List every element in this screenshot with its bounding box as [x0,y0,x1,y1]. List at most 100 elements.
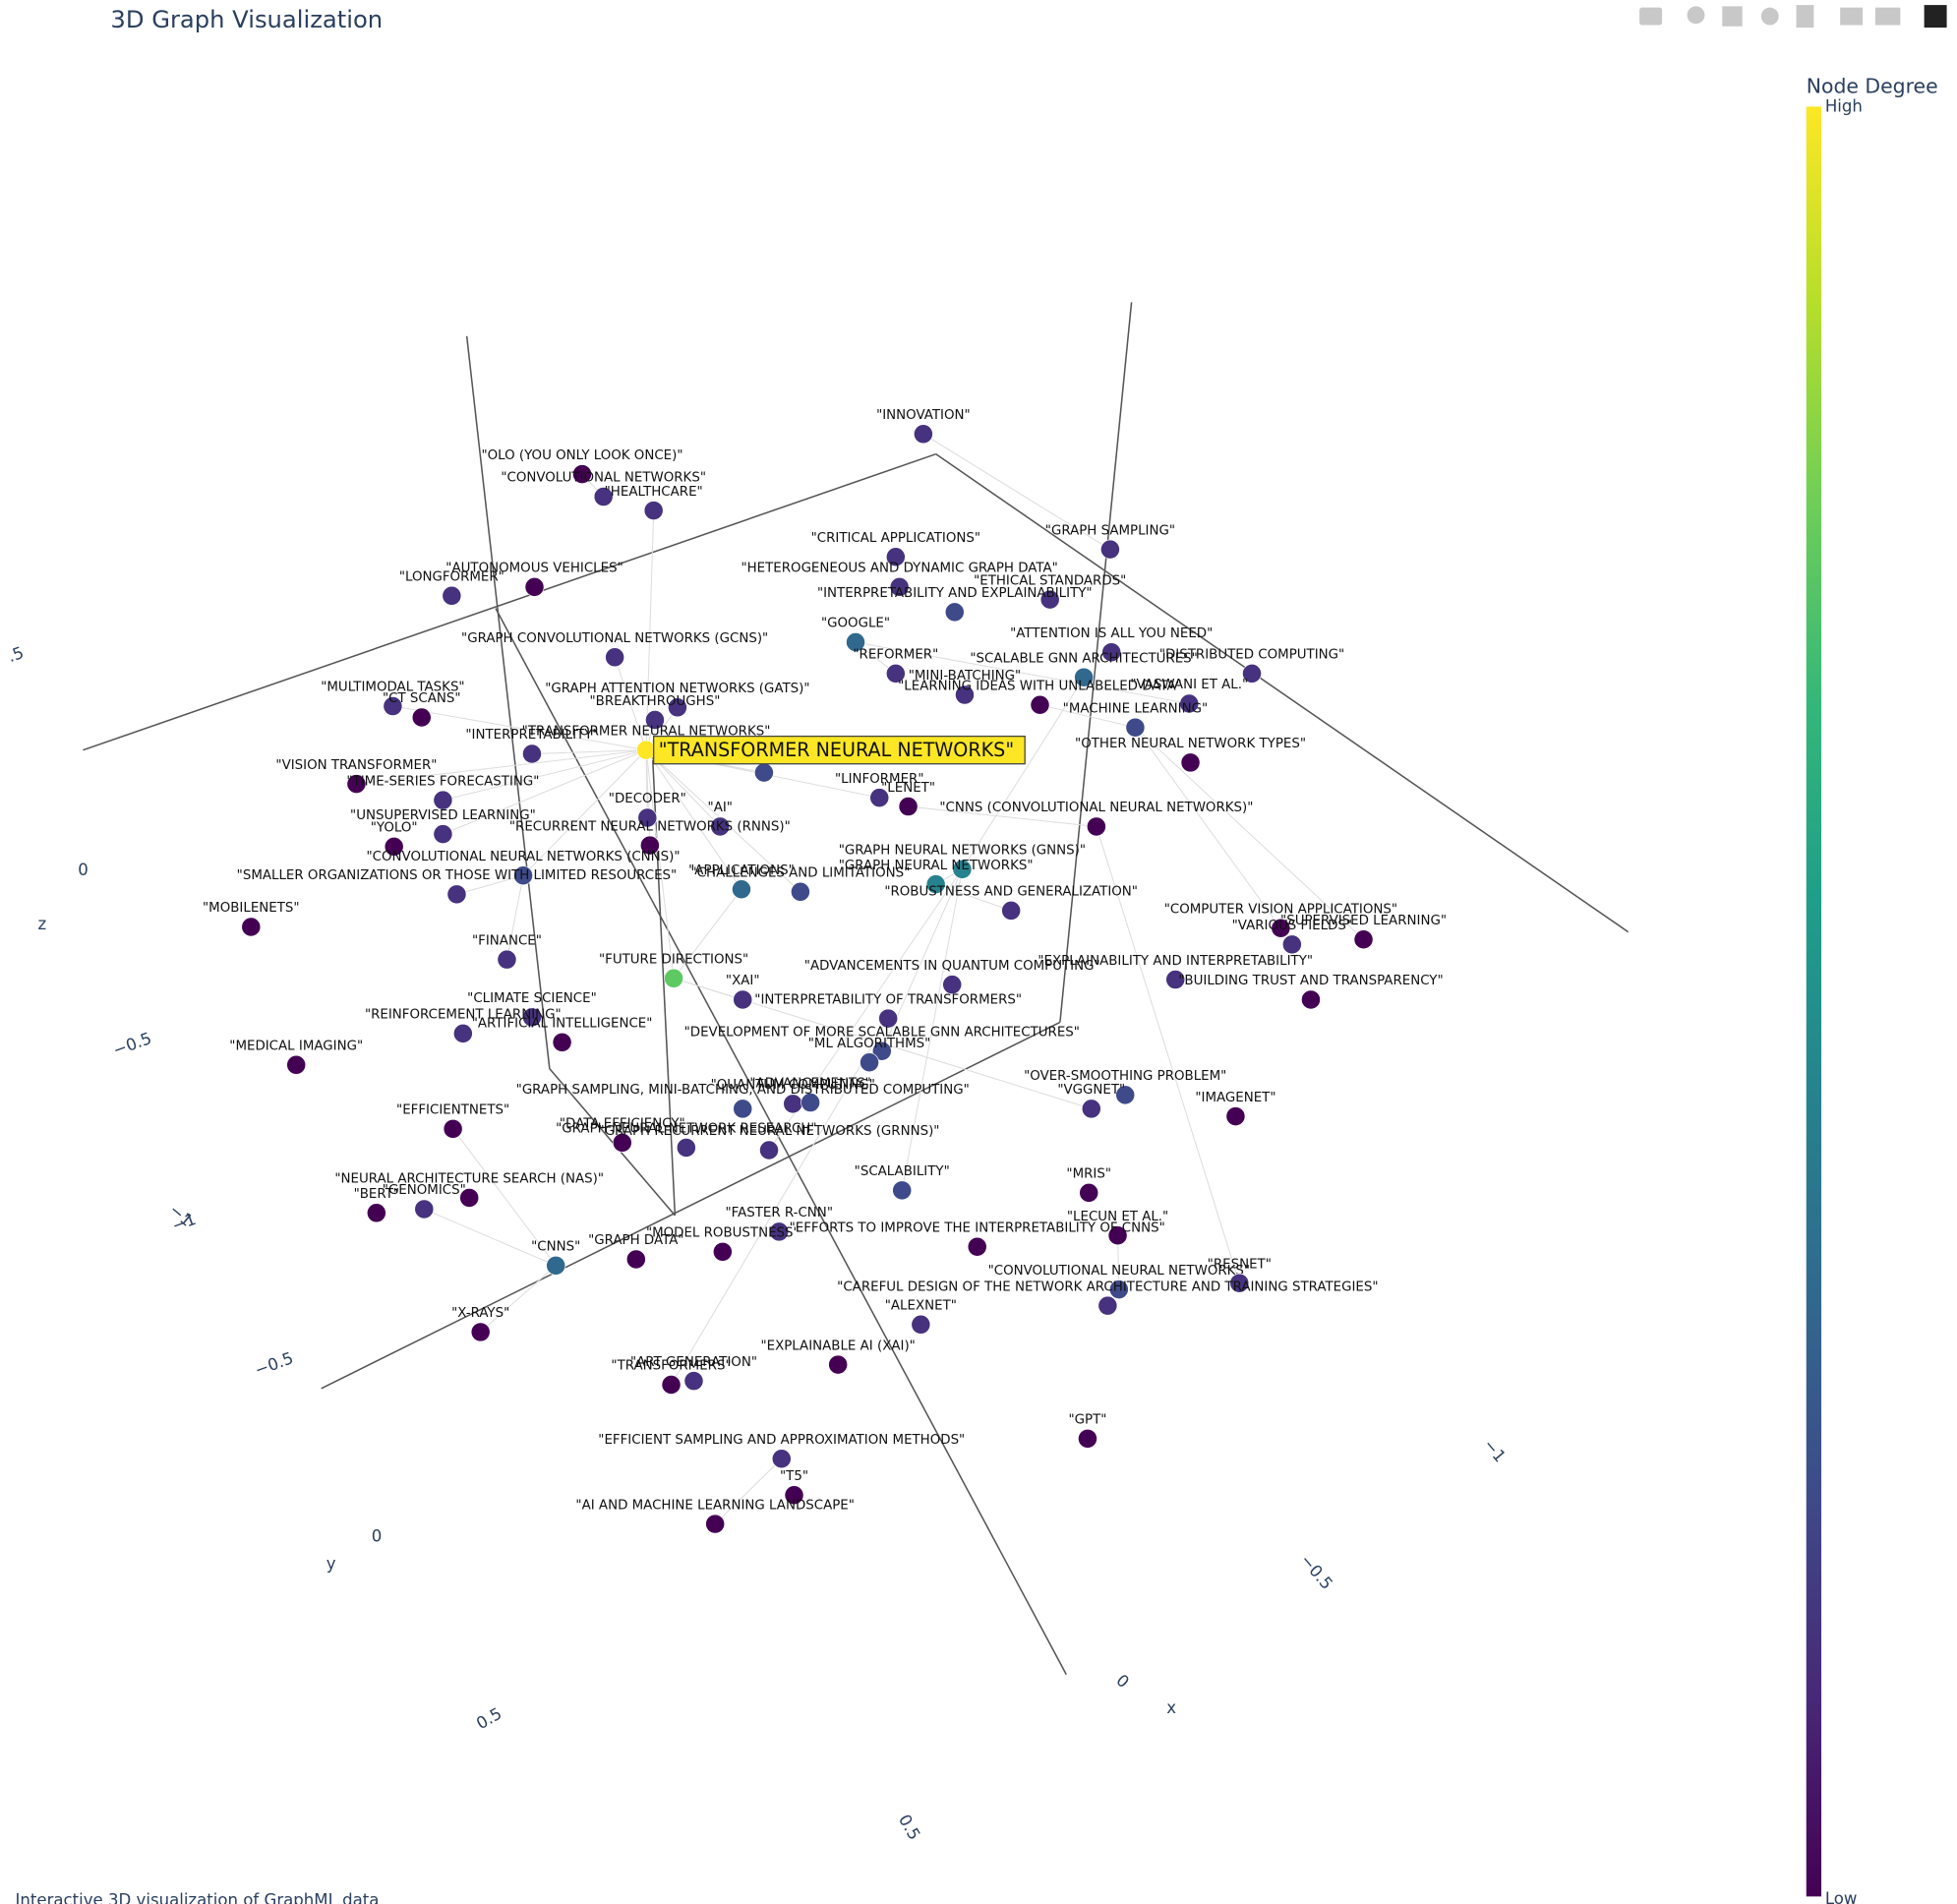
node[interactable] [442,585,462,606]
node[interactable] [889,576,910,597]
node[interactable] [1101,642,1122,663]
node[interactable] [1225,1106,1246,1126]
node[interactable] [710,816,731,837]
node[interactable] [1180,752,1201,773]
node[interactable] [784,1485,804,1506]
node[interactable] [1108,1279,1129,1299]
node[interactable] [452,1024,473,1043]
node[interactable] [414,1199,435,1220]
plotly-logo[interactable] [1924,5,1947,29]
node[interactable] [1100,539,1120,560]
node[interactable] [1039,589,1060,610]
node[interactable] [383,696,403,716]
node[interactable] [1030,694,1050,715]
node[interactable] [552,1032,572,1052]
node[interactable] [522,744,542,764]
node[interactable] [384,836,404,857]
node[interactable] [1271,918,1291,938]
node[interactable] [885,547,906,567]
node[interactable] [664,968,683,988]
node[interactable] [443,1118,463,1139]
pan-icon[interactable] [1722,6,1743,27]
node[interactable] [955,684,975,705]
node[interactable] [846,632,865,652]
node[interactable] [522,1007,542,1028]
node[interactable] [605,647,625,668]
camera-icon[interactable] [1639,7,1663,26]
node[interactable] [828,1354,849,1375]
node[interactable] [1086,816,1106,837]
node[interactable] [636,740,656,760]
node[interactable] [1242,663,1262,684]
node[interactable] [497,949,517,970]
node[interactable] [1281,934,1302,955]
node[interactable] [612,1132,632,1153]
node[interactable] [668,697,687,718]
node[interactable] [759,1140,779,1160]
node[interactable] [676,1138,696,1158]
node[interactable] [546,1255,566,1276]
node[interactable] [1353,929,1374,950]
node[interactable] [366,1203,386,1223]
node[interactable] [791,881,810,902]
node[interactable] [1081,1099,1101,1119]
node[interactable] [892,1180,913,1201]
node[interactable] [1097,1295,1118,1316]
node[interactable] [346,774,367,794]
node[interactable] [1115,1085,1136,1105]
node[interactable] [286,1054,307,1075]
node[interactable] [593,487,614,506]
turntable-icon[interactable] [1796,5,1814,29]
node[interactable] [911,1314,931,1335]
node[interactable] [524,576,545,597]
node[interactable] [925,874,946,895]
node[interactable] [885,663,906,684]
node[interactable] [513,865,533,886]
node[interactable] [1165,970,1186,989]
node[interactable] [705,1514,726,1534]
node[interactable] [1074,667,1095,687]
node[interactable] [733,1099,753,1119]
camera-reset-icon[interactable] [1874,7,1901,26]
node[interactable] [411,707,432,728]
node[interactable] [769,1221,790,1242]
node[interactable] [913,424,933,445]
node[interactable] [754,762,774,783]
node[interactable] [967,1236,987,1257]
node[interactable] [1229,1273,1250,1293]
node[interactable] [1125,717,1146,738]
node[interactable] [1078,1428,1097,1449]
node[interactable] [433,790,453,810]
node[interactable] [1107,1225,1128,1246]
node[interactable] [661,1375,682,1395]
node[interactable] [433,824,453,844]
node[interactable] [1001,901,1022,921]
node[interactable] [942,975,963,995]
node[interactable] [572,464,592,484]
node[interactable] [637,807,658,828]
node[interactable] [1179,693,1200,714]
node[interactable] [732,879,751,900]
node[interactable] [1079,1182,1099,1203]
node[interactable] [639,835,660,856]
node[interactable] [733,989,753,1010]
node[interactable] [878,1008,899,1029]
node[interactable] [869,788,890,808]
node[interactable] [712,1241,733,1262]
node[interactable] [683,1371,704,1392]
orbit-icon[interactable] [1760,7,1779,26]
node[interactable] [871,1041,892,1061]
node[interactable] [241,917,262,937]
node[interactable] [470,1322,491,1342]
node[interactable] [952,859,973,879]
zoom-icon[interactable] [1687,6,1705,25]
node[interactable] [643,501,664,520]
node[interactable] [944,602,965,623]
node[interactable] [625,1249,646,1270]
node[interactable] [860,1052,879,1073]
node[interactable] [1301,989,1321,1010]
node[interactable] [645,710,665,730]
node[interactable] [898,797,919,816]
node[interactable] [771,1449,792,1469]
node[interactable] [459,1188,480,1208]
